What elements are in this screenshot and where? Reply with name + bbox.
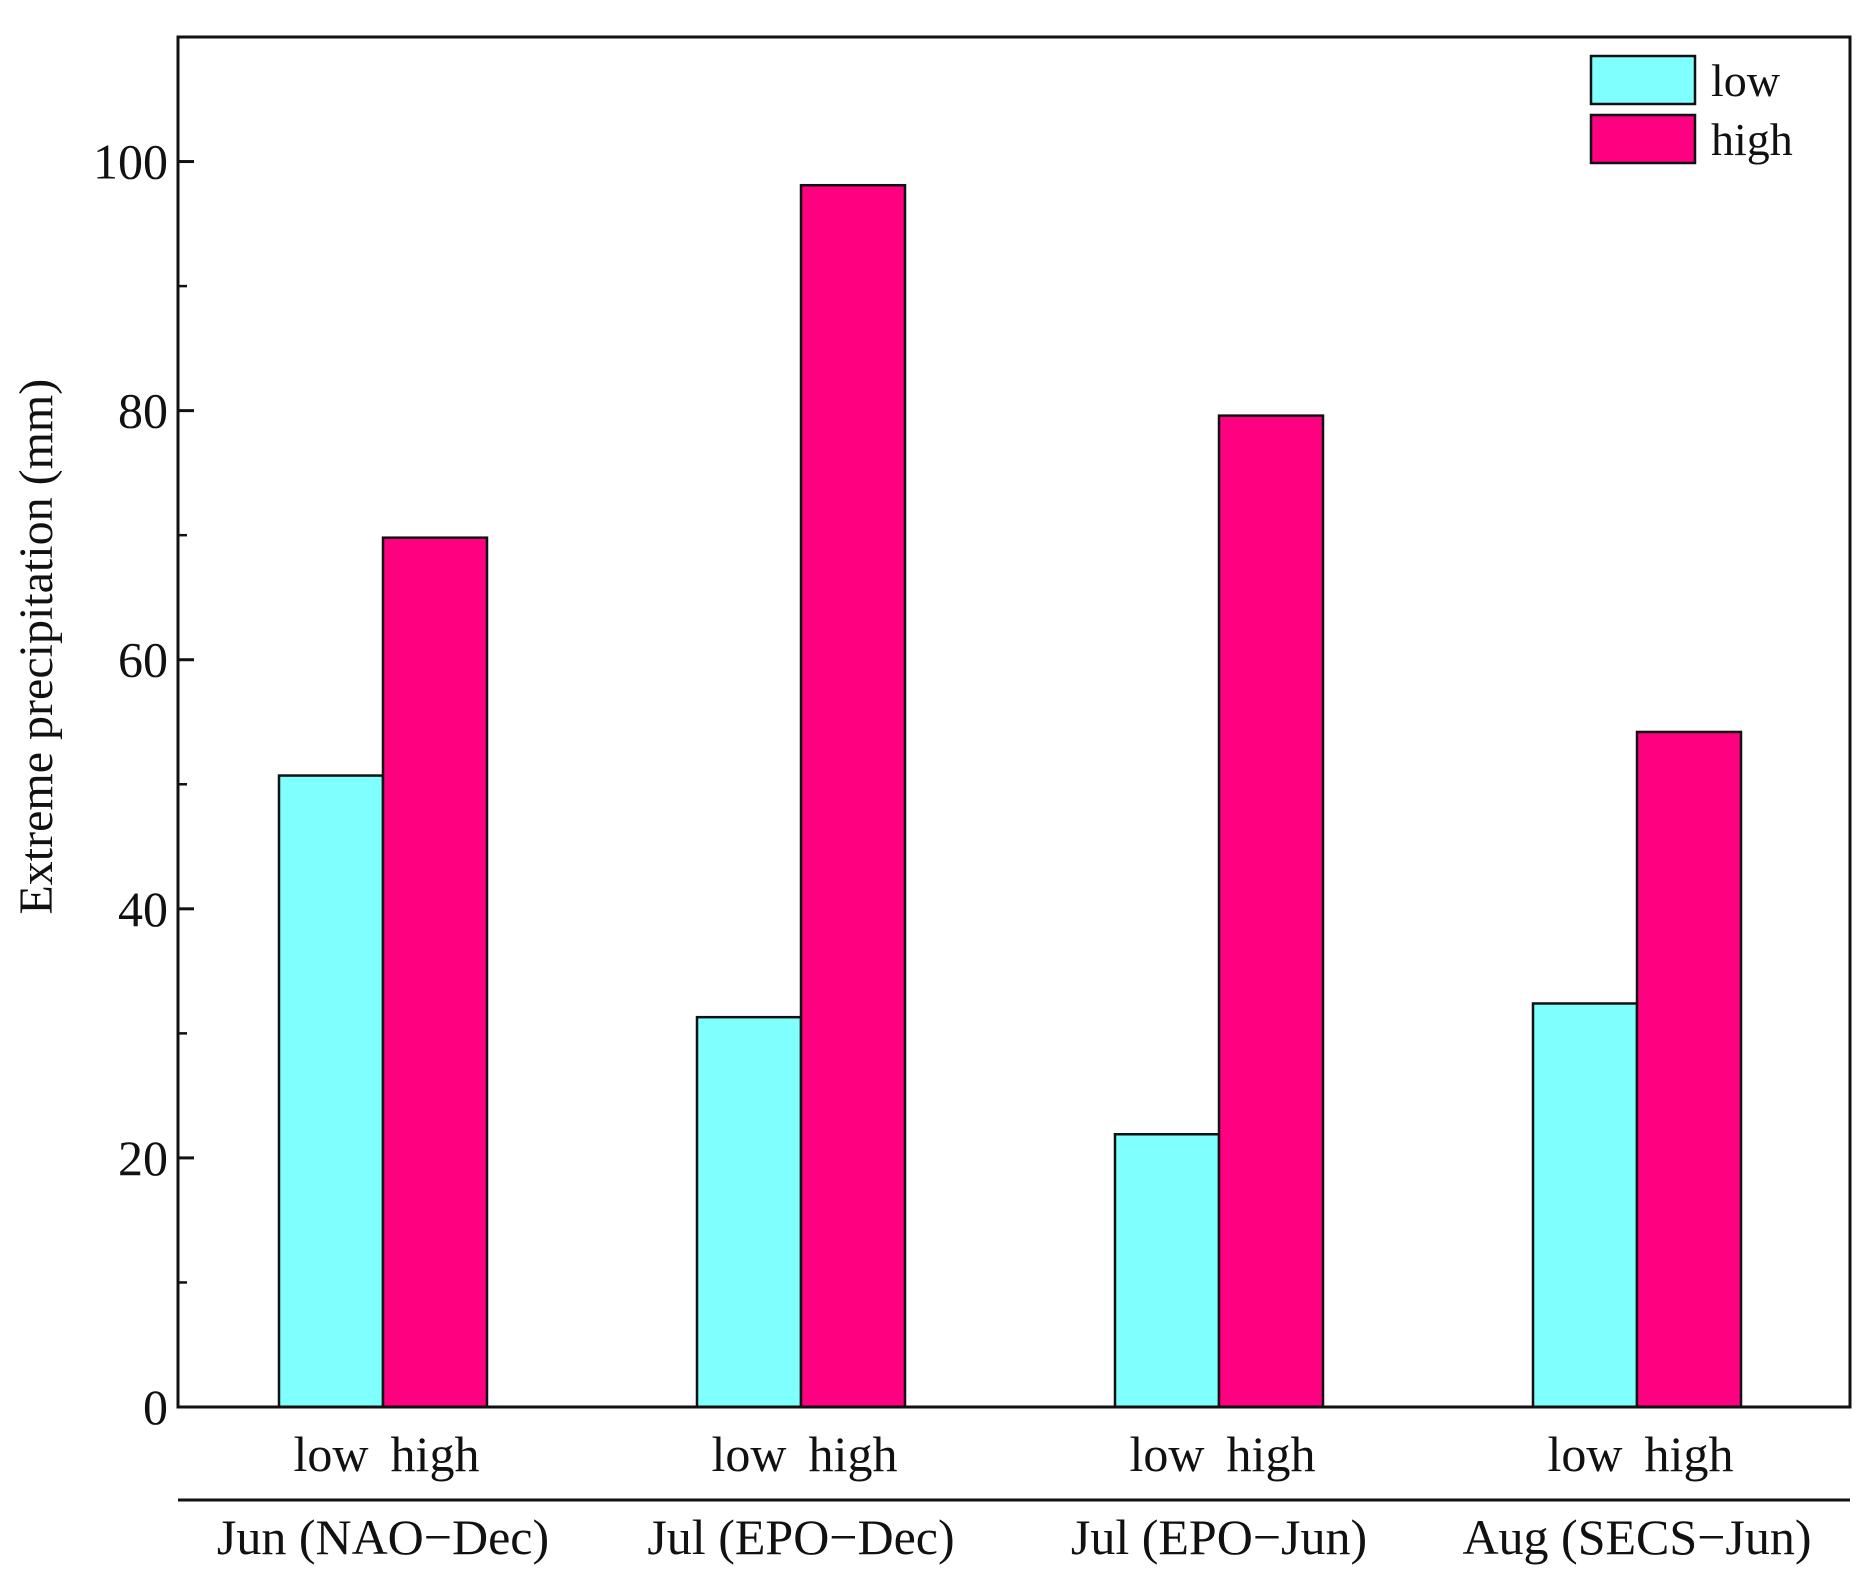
y-tick-label-40: 40 — [118, 881, 168, 937]
bar-low-4 — [1531, 1002, 1639, 1409]
y-tick-label-20: 20 — [118, 1130, 168, 1186]
bar-high-1 — [381, 536, 489, 1409]
x-category-label: low — [1130, 1426, 1205, 1482]
bar-high-3 — [1217, 414, 1325, 1409]
plot-frame — [176, 35, 1852, 1409]
legend-swatch-high — [1589, 113, 1697, 165]
bar-high-4 — [1635, 730, 1743, 1409]
legend-swatch-low — [1589, 54, 1697, 106]
x-group-label-3: Jul (EPO−Jun) — [1071, 1509, 1367, 1565]
y-tick-label-0: 0 — [143, 1379, 168, 1435]
bar-high-2 — [799, 183, 907, 1409]
y-tick-label-60: 60 — [118, 632, 168, 688]
x-category-label: high — [1227, 1426, 1316, 1482]
x-category-label: high — [1645, 1426, 1734, 1482]
x-group-label-1: Jun (NAO−Dec) — [217, 1509, 549, 1565]
bar-low-1 — [277, 774, 385, 1409]
x-group-label-2: Jul (EPO−Dec) — [647, 1509, 954, 1565]
x-group-label-4: Aug (SECS−Jun) — [1462, 1509, 1811, 1565]
x-category-label: low — [294, 1426, 369, 1482]
y-tick-label-100: 100 — [93, 134, 168, 190]
legend-label-high: high — [1711, 114, 1793, 165]
bar-low-2 — [695, 1015, 803, 1409]
x-category-label: high — [809, 1426, 898, 1482]
legend-label-low: low — [1711, 55, 1781, 106]
x-category-label: high — [391, 1426, 480, 1482]
bar-low-3 — [1113, 1132, 1221, 1409]
y-tick-label-80: 80 — [118, 383, 168, 439]
x-category-label: low — [1548, 1426, 1623, 1482]
legend: low high — [1589, 54, 1793, 165]
bars-layer — [277, 183, 1743, 1409]
y-axis-title: Extreme precipitation (mm) — [10, 379, 63, 915]
y-axis: 0 20 40 60 80 100 — [93, 134, 194, 1435]
x-category-label: low — [712, 1426, 787, 1482]
